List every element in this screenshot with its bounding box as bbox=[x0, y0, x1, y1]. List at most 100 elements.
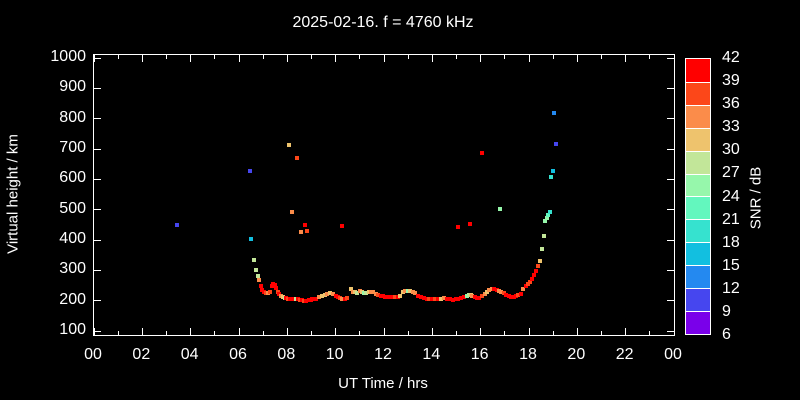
data-point bbox=[521, 286, 526, 291]
colorbar bbox=[685, 58, 711, 335]
x-minor-tick bbox=[166, 331, 167, 335]
data-point bbox=[484, 289, 489, 294]
x-major-tick bbox=[335, 55, 337, 62]
colorbar-tick-label: 36 bbox=[722, 95, 740, 113]
x-axis-label: UT Time / hrs bbox=[338, 375, 428, 392]
data-point bbox=[477, 295, 482, 300]
x-major-tick bbox=[190, 55, 192, 62]
data-point bbox=[381, 293, 386, 298]
y-tick-label: 900 bbox=[59, 78, 86, 96]
y-major-tick bbox=[667, 148, 674, 150]
x-minor-tick bbox=[311, 331, 312, 335]
y-major-tick bbox=[94, 87, 101, 89]
colorbar-segment bbox=[686, 59, 710, 82]
data-point bbox=[427, 297, 432, 302]
x-major-tick bbox=[625, 328, 627, 335]
x-major-tick bbox=[335, 328, 337, 335]
data-point bbox=[300, 298, 305, 303]
data-point bbox=[513, 294, 518, 299]
y-major-tick bbox=[667, 178, 674, 180]
x-tick-label: 02 bbox=[132, 346, 151, 363]
colorbar-segment bbox=[686, 127, 710, 151]
data-point bbox=[247, 169, 252, 174]
data-point bbox=[361, 290, 366, 295]
data-point bbox=[436, 297, 441, 302]
colorbar-tick-label: 24 bbox=[722, 187, 740, 205]
x-major-tick bbox=[625, 55, 627, 62]
data-point bbox=[340, 297, 345, 302]
data-point bbox=[378, 293, 383, 298]
x-major-tick bbox=[383, 55, 385, 62]
data-point bbox=[268, 290, 273, 295]
data-point bbox=[439, 296, 444, 301]
data-point bbox=[526, 281, 531, 286]
data-point bbox=[421, 296, 426, 301]
data-point bbox=[255, 274, 260, 279]
x-tick-label: 10 bbox=[325, 346, 344, 363]
y-major-tick bbox=[94, 57, 101, 59]
colorbar-segment bbox=[686, 173, 710, 197]
data-point bbox=[348, 287, 353, 292]
data-point bbox=[314, 296, 319, 301]
y-major-tick bbox=[94, 209, 101, 211]
data-point bbox=[336, 294, 341, 299]
y-tick-label: 500 bbox=[59, 199, 86, 217]
data-point bbox=[472, 294, 477, 299]
data-point bbox=[480, 294, 485, 299]
data-point bbox=[368, 289, 373, 294]
data-point bbox=[395, 295, 400, 300]
data-point bbox=[254, 268, 259, 273]
data-point bbox=[272, 283, 277, 288]
colorbar-segment bbox=[686, 81, 710, 105]
x-minor-tick bbox=[214, 331, 216, 335]
x-minor-tick bbox=[359, 55, 361, 59]
data-point bbox=[475, 295, 480, 300]
data-point bbox=[479, 151, 484, 156]
data-point bbox=[497, 206, 502, 211]
data-point bbox=[371, 290, 376, 295]
data-point bbox=[331, 291, 336, 296]
x-minor-tick bbox=[504, 55, 506, 59]
data-point bbox=[319, 294, 324, 299]
x-major-tick bbox=[431, 328, 433, 335]
x-minor-tick bbox=[456, 331, 457, 335]
data-point bbox=[274, 286, 279, 291]
data-point bbox=[342, 297, 347, 302]
y-major-tick bbox=[667, 330, 674, 332]
data-point bbox=[364, 290, 369, 295]
data-point bbox=[316, 295, 321, 300]
data-point bbox=[444, 296, 449, 301]
data-point bbox=[415, 294, 420, 299]
data-point bbox=[410, 289, 415, 294]
colorbar-segment bbox=[686, 196, 710, 220]
data-point bbox=[305, 228, 310, 233]
y-major-tick bbox=[94, 300, 101, 302]
x-major-tick bbox=[528, 55, 530, 62]
data-point bbox=[494, 287, 499, 292]
colorbar-tick-label: 21 bbox=[722, 210, 740, 228]
data-point bbox=[352, 290, 357, 295]
colorbar-tick-label: 18 bbox=[722, 233, 740, 251]
data-point bbox=[338, 296, 343, 301]
colorbar-tick-label: 33 bbox=[722, 118, 740, 136]
x-minor-tick bbox=[552, 55, 554, 59]
colorbar-tick-label: 12 bbox=[722, 279, 740, 297]
x-minor-tick bbox=[649, 55, 651, 59]
data-point bbox=[418, 295, 423, 300]
data-point bbox=[286, 143, 291, 148]
data-point bbox=[459, 295, 464, 300]
y-major-tick bbox=[667, 118, 674, 120]
x-major-tick bbox=[576, 328, 578, 335]
colorbar-tick-label: 6 bbox=[722, 326, 731, 343]
data-point bbox=[350, 289, 355, 294]
data-point bbox=[453, 297, 458, 302]
y-tick-label: 800 bbox=[59, 108, 86, 126]
y-tick-label: 700 bbox=[59, 139, 86, 156]
x-tick-label: 04 bbox=[180, 346, 199, 363]
y-axis-label: Virtual height / km bbox=[4, 134, 22, 254]
x-tick-label: 08 bbox=[277, 346, 296, 363]
data-point bbox=[257, 278, 262, 283]
data-point bbox=[294, 297, 299, 302]
x-minor-tick bbox=[601, 331, 602, 335]
plot-area bbox=[93, 54, 675, 336]
